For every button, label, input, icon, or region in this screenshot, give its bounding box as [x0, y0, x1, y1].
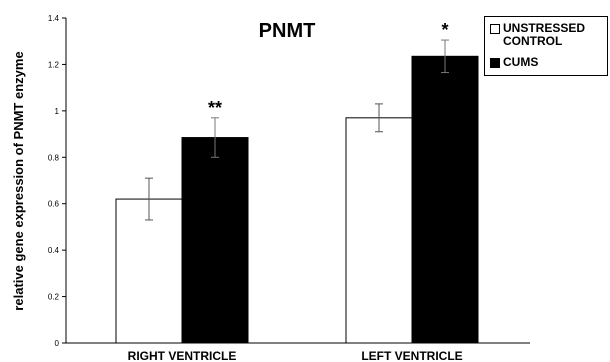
bar [181, 137, 249, 344]
y-tick-label: 0.8 [48, 153, 60, 162]
legend-swatch-cums [490, 58, 500, 68]
y-tick-label: 0.2 [48, 293, 60, 302]
y-tick-label: 0.4 [48, 246, 60, 255]
y-tick-label: 0.6 [48, 200, 60, 209]
legend-label-cums: CUMS [503, 55, 539, 69]
significance-marker: ** [208, 98, 222, 118]
x-tick-label: LEFT VENTRICLE [361, 349, 462, 362]
x-ticks: RIGHT VENTRICLE LEFT VENTRICLE [128, 349, 463, 362]
y-ticks: 0 0.2 0.4 0.6 0.8 1 1.2 1.4 [48, 14, 66, 348]
bars: *** [115, 20, 479, 344]
y-tick-label: 1 [55, 107, 60, 116]
legend-item-unstressed-control: UNSTRESSED CONTROL [490, 22, 603, 48]
y-tick-label: 1.2 [48, 60, 60, 69]
y-tick-label: 1.4 [48, 14, 60, 23]
legend: UNSTRESSED CONTROL CUMS [484, 16, 608, 76]
x-tick-label: RIGHT VENTRICLE [128, 349, 237, 362]
legend-label-unstressed-control: UNSTRESSED CONTROL [503, 21, 586, 48]
y-axis-label: relative gene expression of PNMT enzyme [11, 51, 26, 310]
significance-marker: * [441, 20, 448, 40]
bar [411, 55, 479, 344]
legend-swatch-unstressed-control [490, 24, 500, 34]
bar [345, 117, 413, 344]
chart-title: PNMT [259, 20, 316, 42]
legend-item-cums: CUMS [490, 56, 603, 69]
y-tick-label: 0 [55, 339, 60, 348]
bar [115, 198, 183, 344]
